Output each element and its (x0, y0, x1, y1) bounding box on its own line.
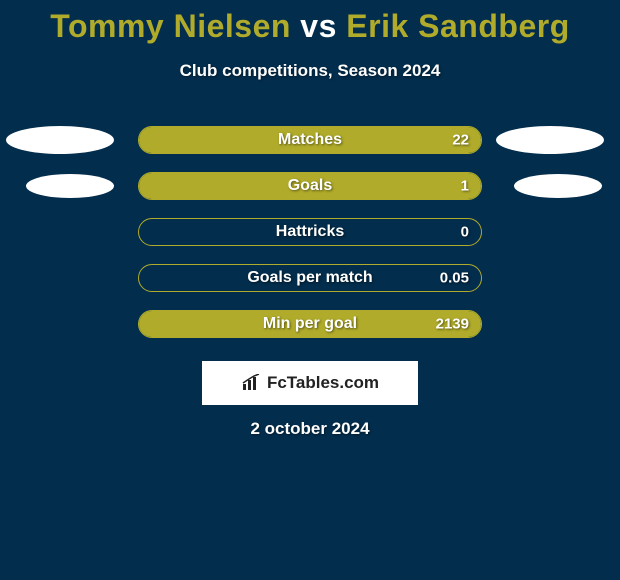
stat-bar: Matches 22 (138, 126, 482, 154)
stat-value: 2139 (436, 316, 469, 333)
player2-marker (496, 126, 604, 154)
stat-value: 0 (461, 224, 469, 241)
stat-label: Goals (288, 177, 332, 195)
stat-bar: Goals per match 0.05 (138, 264, 482, 292)
footer-brand-box: FcTables.com (202, 361, 418, 405)
vs-label: vs (300, 8, 337, 44)
stat-value: 0.05 (440, 270, 469, 287)
player1-marker (26, 174, 114, 198)
player1-name: Tommy Nielsen (50, 8, 291, 44)
stat-row: Goals per match 0.05 (0, 255, 620, 301)
stat-label: Hattricks (276, 223, 344, 241)
stat-label: Matches (278, 131, 342, 149)
footer-brand-text: FcTables.com (267, 373, 379, 393)
player1-marker (6, 126, 114, 154)
stat-row: Hattricks 0 (0, 209, 620, 255)
stats-container: Matches 22 Goals 1 Hattricks 0 Goals per match… (0, 117, 620, 347)
footer-logo: FcTables.com (241, 373, 379, 393)
stat-row: Min per goal 2139 (0, 301, 620, 347)
stat-row: Goals 1 (0, 163, 620, 209)
stat-bar: Goals 1 (138, 172, 482, 200)
stat-bar: Min per goal 2139 (138, 310, 482, 338)
stat-label: Goals per match (247, 269, 372, 287)
stat-label: Min per goal (263, 315, 357, 333)
date-label: 2 october 2024 (0, 419, 620, 439)
stat-row: Matches 22 (0, 117, 620, 163)
stat-bar: Hattricks 0 (138, 218, 482, 246)
page-title: Tommy Nielsen vs Erik Sandberg (0, 0, 620, 45)
chart-icon (241, 374, 263, 392)
subtitle: Club competitions, Season 2024 (0, 61, 620, 81)
player2-name: Erik Sandberg (346, 8, 569, 44)
stat-value: 22 (452, 132, 469, 149)
player2-marker (514, 174, 602, 198)
stat-value: 1 (461, 178, 469, 195)
